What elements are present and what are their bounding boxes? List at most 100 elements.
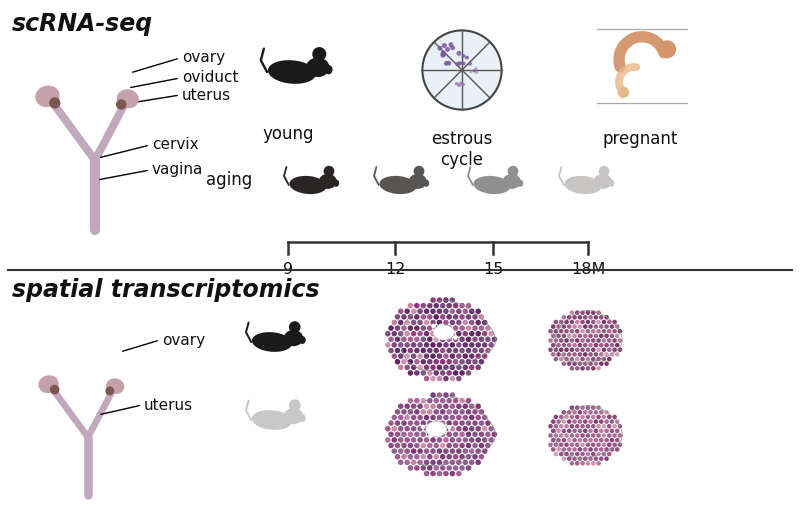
Circle shape bbox=[440, 420, 446, 426]
Circle shape bbox=[575, 338, 579, 343]
Circle shape bbox=[559, 414, 563, 419]
Circle shape bbox=[450, 45, 455, 50]
Circle shape bbox=[475, 342, 481, 348]
Circle shape bbox=[466, 409, 471, 414]
Ellipse shape bbox=[518, 180, 523, 187]
Circle shape bbox=[398, 354, 403, 359]
Circle shape bbox=[459, 431, 465, 437]
Circle shape bbox=[612, 443, 617, 447]
Circle shape bbox=[586, 433, 590, 438]
Circle shape bbox=[437, 331, 442, 337]
Circle shape bbox=[610, 324, 614, 329]
Circle shape bbox=[612, 414, 617, 419]
Circle shape bbox=[414, 398, 420, 403]
Circle shape bbox=[450, 308, 455, 314]
Circle shape bbox=[443, 448, 449, 454]
Circle shape bbox=[455, 61, 460, 67]
Circle shape bbox=[453, 431, 458, 437]
Polygon shape bbox=[555, 405, 622, 458]
Circle shape bbox=[414, 431, 420, 437]
Circle shape bbox=[462, 331, 468, 337]
Circle shape bbox=[408, 420, 413, 426]
Circle shape bbox=[567, 333, 571, 338]
Circle shape bbox=[488, 342, 494, 348]
Circle shape bbox=[570, 424, 574, 429]
Circle shape bbox=[450, 365, 455, 370]
Circle shape bbox=[408, 337, 413, 342]
Circle shape bbox=[411, 426, 417, 431]
Circle shape bbox=[508, 166, 518, 176]
Circle shape bbox=[615, 447, 619, 452]
Circle shape bbox=[391, 354, 397, 359]
Circle shape bbox=[615, 419, 619, 424]
Circle shape bbox=[475, 71, 478, 74]
Circle shape bbox=[588, 419, 593, 424]
Circle shape bbox=[424, 426, 430, 431]
Circle shape bbox=[578, 361, 582, 366]
Text: ovary: ovary bbox=[182, 50, 225, 66]
Circle shape bbox=[556, 324, 561, 329]
Circle shape bbox=[578, 343, 582, 348]
Circle shape bbox=[570, 320, 574, 324]
Polygon shape bbox=[555, 311, 622, 363]
Circle shape bbox=[615, 429, 619, 433]
Circle shape bbox=[583, 419, 587, 424]
Ellipse shape bbox=[252, 410, 292, 430]
Circle shape bbox=[434, 420, 439, 426]
Circle shape bbox=[580, 366, 585, 370]
Text: oviduct: oviduct bbox=[182, 70, 238, 85]
Circle shape bbox=[466, 348, 471, 354]
Circle shape bbox=[398, 308, 403, 314]
Circle shape bbox=[591, 357, 595, 361]
Circle shape bbox=[411, 354, 417, 359]
Circle shape bbox=[586, 357, 590, 361]
Circle shape bbox=[427, 398, 433, 403]
Circle shape bbox=[453, 335, 458, 340]
Circle shape bbox=[421, 325, 426, 331]
Circle shape bbox=[388, 325, 394, 331]
Circle shape bbox=[615, 343, 619, 348]
Circle shape bbox=[562, 315, 566, 320]
Circle shape bbox=[602, 433, 606, 438]
Circle shape bbox=[602, 452, 606, 456]
Circle shape bbox=[572, 447, 577, 452]
Circle shape bbox=[466, 465, 471, 471]
Circle shape bbox=[469, 426, 474, 431]
Circle shape bbox=[596, 338, 601, 343]
Circle shape bbox=[580, 329, 585, 333]
Circle shape bbox=[431, 324, 436, 328]
Circle shape bbox=[421, 454, 426, 460]
Circle shape bbox=[610, 352, 614, 357]
Circle shape bbox=[414, 303, 420, 308]
Circle shape bbox=[482, 426, 487, 431]
Circle shape bbox=[607, 357, 611, 361]
Ellipse shape bbox=[379, 176, 417, 194]
Circle shape bbox=[472, 325, 478, 331]
Circle shape bbox=[586, 443, 590, 447]
Circle shape bbox=[424, 471, 430, 476]
Circle shape bbox=[405, 448, 410, 454]
Circle shape bbox=[580, 311, 585, 315]
Circle shape bbox=[469, 460, 474, 465]
Circle shape bbox=[421, 398, 426, 403]
Circle shape bbox=[588, 352, 593, 357]
Circle shape bbox=[405, 460, 410, 465]
Circle shape bbox=[604, 333, 609, 338]
Circle shape bbox=[588, 438, 593, 443]
Circle shape bbox=[408, 303, 413, 308]
Circle shape bbox=[405, 426, 410, 431]
Circle shape bbox=[548, 329, 553, 333]
Circle shape bbox=[575, 357, 579, 361]
Circle shape bbox=[602, 424, 606, 429]
Circle shape bbox=[462, 342, 468, 348]
Circle shape bbox=[427, 314, 433, 320]
Circle shape bbox=[469, 342, 474, 348]
Circle shape bbox=[583, 315, 587, 320]
Circle shape bbox=[462, 437, 468, 443]
Circle shape bbox=[466, 314, 471, 320]
Circle shape bbox=[559, 452, 563, 456]
Circle shape bbox=[401, 409, 406, 414]
Circle shape bbox=[572, 438, 577, 443]
Circle shape bbox=[459, 420, 465, 426]
Circle shape bbox=[424, 331, 430, 337]
